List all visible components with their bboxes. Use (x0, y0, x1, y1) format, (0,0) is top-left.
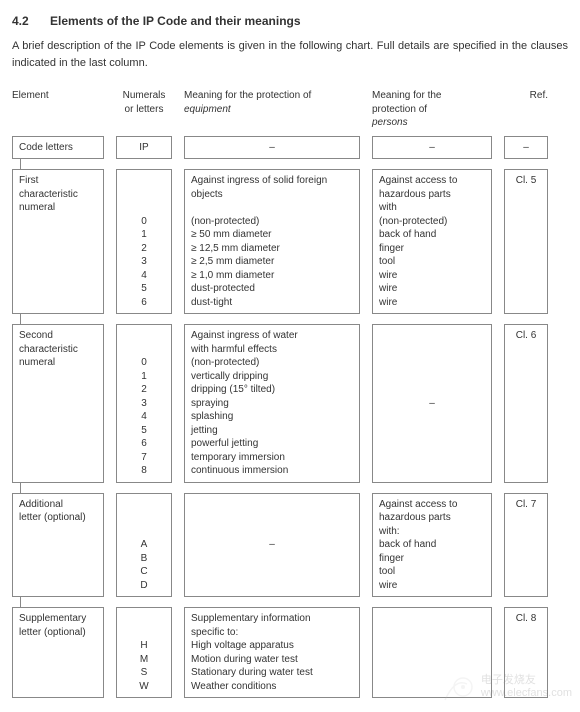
ref-cell: Cl. 6 (504, 324, 548, 483)
equipment-cell: Against ingress of water with harmful ef… (184, 324, 360, 483)
ip-code-table: Element Numerals or letters Meaning for … (12, 89, 568, 698)
ref-cell: Cl. 5 (504, 169, 548, 314)
equipment-cell: – (184, 136, 360, 160)
persons-cell (372, 607, 492, 698)
section-title: Elements of the IP Code and their meanin… (50, 14, 301, 28)
numerals-cell: A B C D (116, 493, 172, 598)
ref-cell: – (504, 136, 548, 160)
col-equipment: Meaning for the protection of equipment (184, 89, 360, 136)
numerals-cell: H M S W (116, 607, 172, 698)
col-element: Element (12, 89, 104, 136)
element-cell: First characteristic numeral (12, 169, 104, 314)
element-cell: Additional letter (optional) (12, 493, 104, 598)
col-persons: Meaning for the protection of persons (372, 89, 492, 136)
persons-cell: – (372, 324, 492, 483)
section-number: 4.2 (12, 14, 29, 28)
equipment-cell: – (184, 493, 360, 598)
ref-cell: Cl. 8 (504, 607, 548, 698)
equipment-cell: Supplementary information specific to: H… (184, 607, 360, 698)
intro-paragraph: A brief description of the IP Code eleme… (12, 38, 568, 71)
col-numerals: Numerals or letters (116, 89, 172, 136)
ref-cell: Cl. 7 (504, 493, 548, 598)
equipment-cell: Against ingress of solid foreign objects… (184, 169, 360, 314)
numerals-cell: 0 1 2 3 4 5 6 7 8 (116, 324, 172, 483)
element-cell: Supplementary letter (optional) (12, 607, 104, 698)
numerals-cell: IP (116, 136, 172, 160)
col-ref: Ref. (504, 89, 548, 136)
element-cell: Second characteristic numeral (12, 324, 104, 483)
persons-cell: Against access to hazardous parts with: … (372, 493, 492, 598)
persons-cell: – (372, 136, 492, 160)
element-cell: Code letters (12, 136, 104, 160)
section-heading: 4.2 Elements of the IP Code and their me… (12, 14, 568, 28)
numerals-cell: 0 1 2 3 4 5 6 (116, 169, 172, 314)
persons-cell: Against access to hazardous parts with (… (372, 169, 492, 314)
